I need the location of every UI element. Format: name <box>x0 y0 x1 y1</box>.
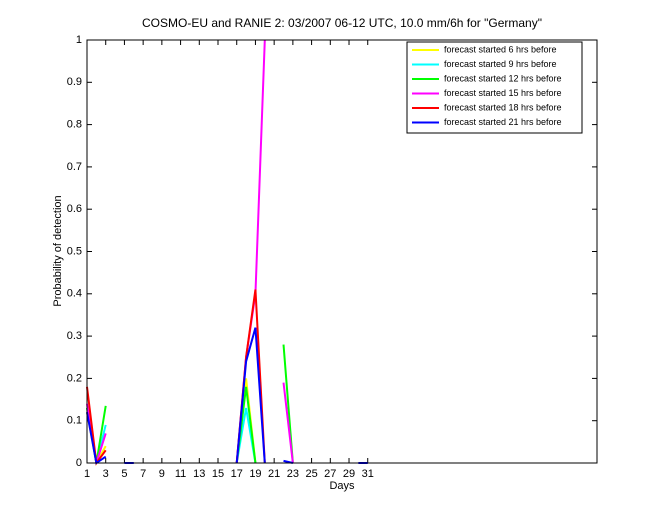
legend-label: forecast started 6 hrs before <box>444 44 557 54</box>
x-axis-label: Days <box>329 480 355 492</box>
y-tick-label: 0.8 <box>67 119 82 131</box>
legend-box <box>406 41 583 134</box>
x-tick-label: 21 <box>268 468 280 480</box>
y-tick-label: 0.9 <box>67 76 82 88</box>
x-tick-label: 3 <box>103 468 109 480</box>
x-tick-label: 19 <box>249 468 261 480</box>
y-axis-label: Probability of detection <box>52 195 64 306</box>
y-tick-label: 0.6 <box>67 203 82 215</box>
x-tick-label: 17 <box>231 468 243 480</box>
y-tick-label: 0.2 <box>67 372 82 384</box>
chart-title: COSMO-EU and RANIE 2: 03/2007 06-12 UTC,… <box>142 16 542 30</box>
legend-label: forecast started 12 hrs before <box>444 73 562 83</box>
legend-label: forecast started 21 hrs before <box>444 117 562 127</box>
x-tick-label: 13 <box>193 468 205 480</box>
y-tick-label: 0.1 <box>67 415 82 427</box>
x-tick-label: 15 <box>212 468 224 480</box>
x-tick-label: 1 <box>84 468 90 480</box>
x-tick-label: 11 <box>175 468 186 480</box>
x-tick-label: 25 <box>305 468 317 480</box>
legend-label: forecast started 18 hrs before <box>444 102 562 112</box>
y-tick-label: 0.3 <box>67 330 82 342</box>
y-tick-label: 0.7 <box>67 161 82 173</box>
x-tick-label: 29 <box>343 468 355 480</box>
legend-label: forecast started 9 hrs before <box>444 59 557 69</box>
axes-box <box>86 39 598 464</box>
x-tick-label: 31 <box>362 468 374 480</box>
y-tick-label: 1 <box>76 34 82 46</box>
y-tick-label: 0 <box>76 457 82 469</box>
x-tick-label: 7 <box>140 468 146 480</box>
x-tick-label: 23 <box>287 468 299 480</box>
x-tick-label: 27 <box>324 468 336 480</box>
x-tick-label: 9 <box>159 468 165 480</box>
legend-label: forecast started 15 hrs before <box>444 88 562 98</box>
x-tick-label: 5 <box>121 468 127 480</box>
y-tick-label: 0.4 <box>67 288 82 300</box>
y-tick-label: 0.5 <box>67 245 82 257</box>
